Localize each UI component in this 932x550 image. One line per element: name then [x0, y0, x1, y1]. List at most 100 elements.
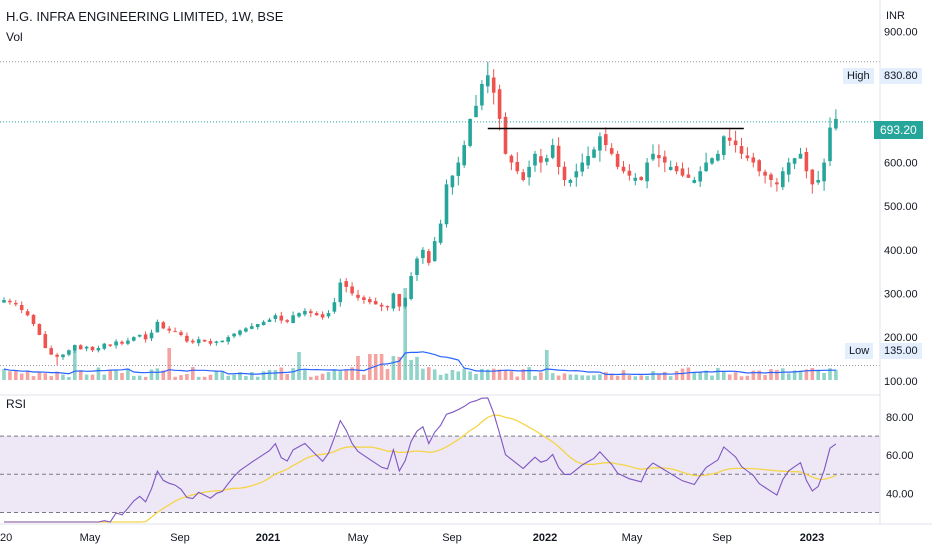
candle[interactable]: [462, 140, 466, 168]
candle[interactable]: [326, 310, 331, 319]
candle[interactable]: [261, 320, 266, 326]
candle[interactable]: [314, 311, 319, 316]
candle[interactable]: [757, 159, 761, 177]
candle[interactable]: [273, 313, 278, 323]
candle[interactable]: [668, 160, 673, 171]
candle[interactable]: [786, 157, 791, 183]
candle[interactable]: [344, 278, 348, 293]
candle[interactable]: [444, 179, 449, 228]
candle[interactable]: [710, 157, 714, 166]
candle[interactable]: [822, 158, 826, 191]
candle[interactable]: [397, 293, 402, 312]
candle[interactable]: [409, 272, 413, 301]
candle[interactable]: [674, 162, 679, 175]
candle[interactable]: [90, 346, 95, 353]
candle[interactable]: [14, 300, 18, 307]
candle[interactable]: [539, 148, 543, 173]
volume-label[interactable]: Vol: [6, 30, 23, 44]
candle[interactable]: [763, 169, 767, 184]
candle[interactable]: [368, 296, 372, 305]
symbol-title[interactable]: H.G. INFRA ENGINEERING LIMITED, 1W, BSE: [6, 9, 284, 24]
candle[interactable]: [291, 311, 295, 324]
candle[interactable]: [155, 319, 160, 333]
candle[interactable]: [303, 308, 307, 317]
candle[interactable]: [214, 340, 219, 346]
candle[interactable]: [108, 344, 112, 348]
candle[interactable]: [497, 84, 502, 131]
time-axis[interactable]: 20 May Sep 2021 May Sep 2022 May Sep 2023: [0, 532, 824, 544]
candle[interactable]: [781, 167, 785, 190]
candle[interactable]: [232, 333, 236, 339]
candle[interactable]: [78, 344, 83, 350]
candle[interactable]: [73, 344, 77, 354]
candle[interactable]: [202, 339, 207, 342]
candle[interactable]: [132, 336, 136, 342]
candle[interactable]: [769, 172, 773, 188]
candle[interactable]: [238, 329, 242, 337]
candle[interactable]: [480, 80, 484, 111]
candle[interactable]: [515, 152, 520, 175]
candle[interactable]: [250, 323, 254, 330]
candle[interactable]: [391, 292, 396, 312]
candle[interactable]: [191, 338, 195, 344]
candle[interactable]: [692, 176, 697, 184]
candle[interactable]: [373, 297, 378, 305]
candle[interactable]: [633, 173, 638, 186]
candle[interactable]: [167, 326, 171, 334]
candle[interactable]: [415, 256, 419, 282]
candle[interactable]: [550, 138, 555, 160]
candle[interactable]: [31, 314, 36, 327]
candle[interactable]: [627, 164, 632, 181]
rsi-label[interactable]: RSI: [6, 397, 27, 411]
candle[interactable]: [220, 340, 225, 343]
candle[interactable]: [509, 154, 514, 171]
candle[interactable]: [574, 163, 579, 187]
candle[interactable]: [120, 340, 124, 346]
candle[interactable]: [792, 157, 797, 170]
candle[interactable]: [722, 135, 726, 160]
candle[interactable]: [320, 311, 325, 320]
candle[interactable]: [432, 236, 437, 262]
candle[interactable]: [816, 170, 820, 185]
candle[interactable]: [751, 152, 756, 168]
candle[interactable]: [297, 312, 301, 318]
candle[interactable]: [568, 178, 573, 187]
candle[interactable]: [680, 162, 685, 178]
candle[interactable]: [474, 94, 478, 118]
candle[interactable]: [450, 175, 455, 195]
candle[interactable]: [739, 138, 744, 159]
candle[interactable]: [84, 345, 89, 352]
candle[interactable]: [804, 147, 809, 179]
candle[interactable]: [798, 147, 803, 159]
candle[interactable]: [521, 169, 525, 182]
candle[interactable]: [338, 278, 343, 307]
candle[interactable]: [126, 337, 130, 346]
candle[interactable]: [775, 178, 779, 192]
candle[interactable]: [37, 323, 42, 336]
candle[interactable]: [609, 143, 614, 156]
candle[interactable]: [615, 150, 620, 170]
candle[interactable]: [385, 305, 390, 311]
candle[interactable]: [96, 345, 101, 353]
candle[interactable]: [604, 127, 608, 152]
candle[interactable]: [421, 247, 425, 264]
candle[interactable]: [137, 334, 142, 338]
candle[interactable]: [226, 335, 230, 345]
candle[interactable]: [173, 327, 177, 333]
candle[interactable]: [704, 152, 708, 173]
candle[interactable]: [491, 69, 496, 105]
candle[interactable]: [456, 156, 461, 186]
candle[interactable]: [8, 298, 12, 305]
candle[interactable]: [185, 332, 189, 343]
candle-layer[interactable]: [2, 61, 838, 366]
candle[interactable]: [503, 112, 508, 155]
candle[interactable]: [356, 289, 360, 301]
candle[interactable]: [49, 345, 53, 356]
candle[interactable]: [196, 336, 201, 347]
candle[interactable]: [727, 128, 732, 146]
candle[interactable]: [486, 61, 490, 94]
candle[interactable]: [267, 317, 272, 322]
candle[interactable]: [161, 320, 166, 330]
candle[interactable]: [285, 319, 289, 324]
candle[interactable]: [255, 324, 260, 330]
